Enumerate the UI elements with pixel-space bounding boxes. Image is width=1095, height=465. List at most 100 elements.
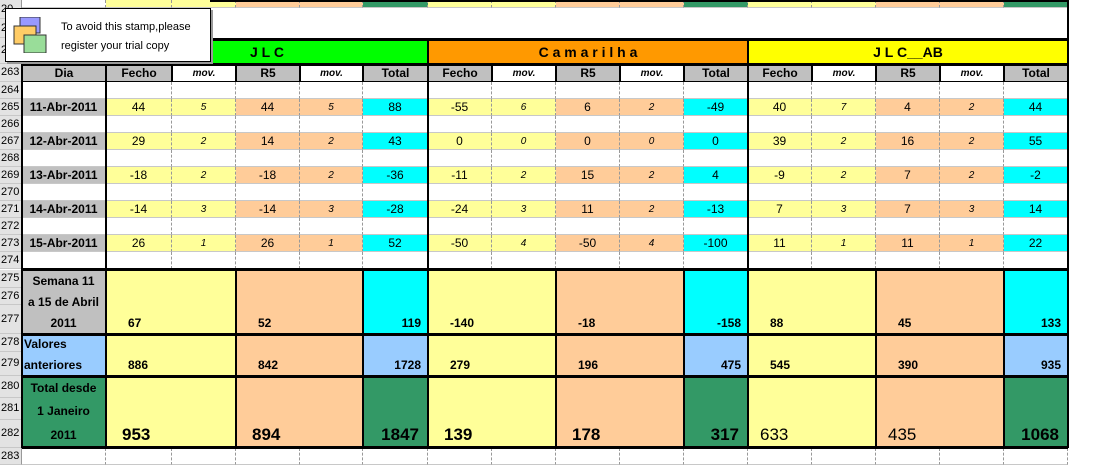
date-cell[interactable]: [22, 252, 106, 269]
anteriores-value[interactable]: 475: [684, 334, 748, 376]
cell[interactable]: [363, 116, 428, 133]
cell[interactable]: [876, 116, 940, 133]
cell[interactable]: 26: [236, 235, 300, 252]
cell[interactable]: [492, 150, 556, 167]
total-value[interactable]: 1847: [363, 376, 428, 448]
anteriores-label[interactable]: Valores anteriores: [22, 334, 106, 376]
row-header[interactable]: 278: [0, 334, 22, 352]
cell[interactable]: [106, 448, 172, 465]
cell[interactable]: [940, 218, 1004, 235]
cell[interactable]: 7: [812, 99, 876, 116]
cell[interactable]: 1: [940, 235, 1004, 252]
cell[interactable]: [748, 116, 812, 133]
cell[interactable]: [300, 116, 363, 133]
total-label[interactable]: Total desde 1 Janeiro 2011: [22, 376, 106, 448]
row-header[interactable]: 283: [0, 448, 22, 465]
total-value[interactable]: 1068: [1004, 376, 1068, 448]
cell[interactable]: 3: [812, 201, 876, 218]
column-header-total[interactable]: Total: [684, 64, 748, 82]
cell[interactable]: 44: [236, 99, 300, 116]
cell[interactable]: -14: [106, 201, 172, 218]
total-value[interactable]: 435: [876, 376, 1004, 448]
row-header[interactable]: 276: [0, 288, 22, 305]
cell[interactable]: [812, 448, 876, 465]
total-value[interactable]: 953: [106, 376, 236, 448]
cell[interactable]: 3: [940, 201, 1004, 218]
cell[interactable]: 5: [300, 99, 363, 116]
cell[interactable]: [812, 0, 876, 8]
cell[interactable]: 7: [876, 201, 940, 218]
cell[interactable]: [22, 448, 106, 465]
cell[interactable]: [620, 116, 684, 133]
cell[interactable]: [300, 82, 363, 99]
cell[interactable]: [236, 82, 300, 99]
cell[interactable]: [300, 218, 363, 235]
cell[interactable]: 4: [876, 99, 940, 116]
cell[interactable]: [620, 82, 684, 99]
column-header-mov[interactable]: mov.: [172, 64, 236, 82]
cell[interactable]: [428, 448, 492, 465]
cell[interactable]: 29: [106, 133, 172, 150]
cell[interactable]: [300, 448, 363, 465]
cell[interactable]: -2: [1004, 167, 1068, 184]
cell[interactable]: [236, 0, 300, 8]
row-header[interactable]: 280: [0, 376, 22, 398]
semana-value[interactable]: -18: [556, 270, 684, 334]
cell[interactable]: -11: [428, 167, 492, 184]
cell[interactable]: [106, 82, 172, 99]
cell[interactable]: [812, 116, 876, 133]
row-header[interactable]: 271: [0, 201, 22, 218]
cell[interactable]: [620, 0, 684, 8]
total-value[interactable]: 894: [236, 376, 363, 448]
cell[interactable]: [492, 252, 556, 269]
cell[interactable]: 1: [300, 235, 363, 252]
cell[interactable]: [428, 252, 492, 269]
total-value[interactable]: 317: [684, 376, 748, 448]
cell[interactable]: [106, 150, 172, 167]
cell[interactable]: [940, 252, 1004, 269]
cell[interactable]: 44: [1004, 99, 1068, 116]
cell[interactable]: [748, 252, 812, 269]
cell[interactable]: [876, 218, 940, 235]
cell[interactable]: 2: [172, 133, 236, 150]
cell[interactable]: [876, 0, 940, 8]
cell[interactable]: 14: [1004, 201, 1068, 218]
row-header[interactable]: 264: [0, 82, 22, 99]
cell[interactable]: [876, 448, 940, 465]
row-header[interactable]: 267: [0, 133, 22, 150]
cell[interactable]: 3: [172, 201, 236, 218]
cell[interactable]: -50: [556, 235, 620, 252]
cell[interactable]: 2: [300, 133, 363, 150]
cell[interactable]: 52: [363, 235, 428, 252]
cell[interactable]: [748, 150, 812, 167]
cell[interactable]: [363, 252, 428, 269]
cell[interactable]: [172, 184, 236, 201]
row-header[interactable]: 265: [0, 99, 22, 116]
cell[interactable]: [363, 448, 428, 465]
cell[interactable]: [363, 218, 428, 235]
cell[interactable]: [812, 184, 876, 201]
cell[interactable]: [556, 218, 620, 235]
anteriores-value[interactable]: 935: [1004, 334, 1068, 376]
cell[interactable]: [363, 82, 428, 99]
cell[interactable]: [492, 184, 556, 201]
column-header-total[interactable]: Total: [363, 64, 428, 82]
semana-value[interactable]: -158: [684, 270, 748, 334]
cell[interactable]: 3: [300, 201, 363, 218]
cell[interactable]: -55: [428, 99, 492, 116]
cell[interactable]: [940, 448, 1004, 465]
column-header-r5[interactable]: R5: [876, 64, 940, 82]
row-header[interactable]: 274: [0, 252, 22, 269]
cell[interactable]: [1004, 218, 1068, 235]
semana-value[interactable]: 52: [236, 270, 363, 334]
cell[interactable]: 6: [556, 99, 620, 116]
cell[interactable]: -28: [363, 201, 428, 218]
cell[interactable]: [363, 184, 428, 201]
row-header[interactable]: 269: [0, 167, 22, 184]
cell[interactable]: [236, 184, 300, 201]
cell[interactable]: [812, 218, 876, 235]
row-header[interactable]: 275: [0, 270, 22, 288]
cell[interactable]: [236, 252, 300, 269]
cell[interactable]: -18: [236, 167, 300, 184]
cell[interactable]: 4: [684, 167, 748, 184]
